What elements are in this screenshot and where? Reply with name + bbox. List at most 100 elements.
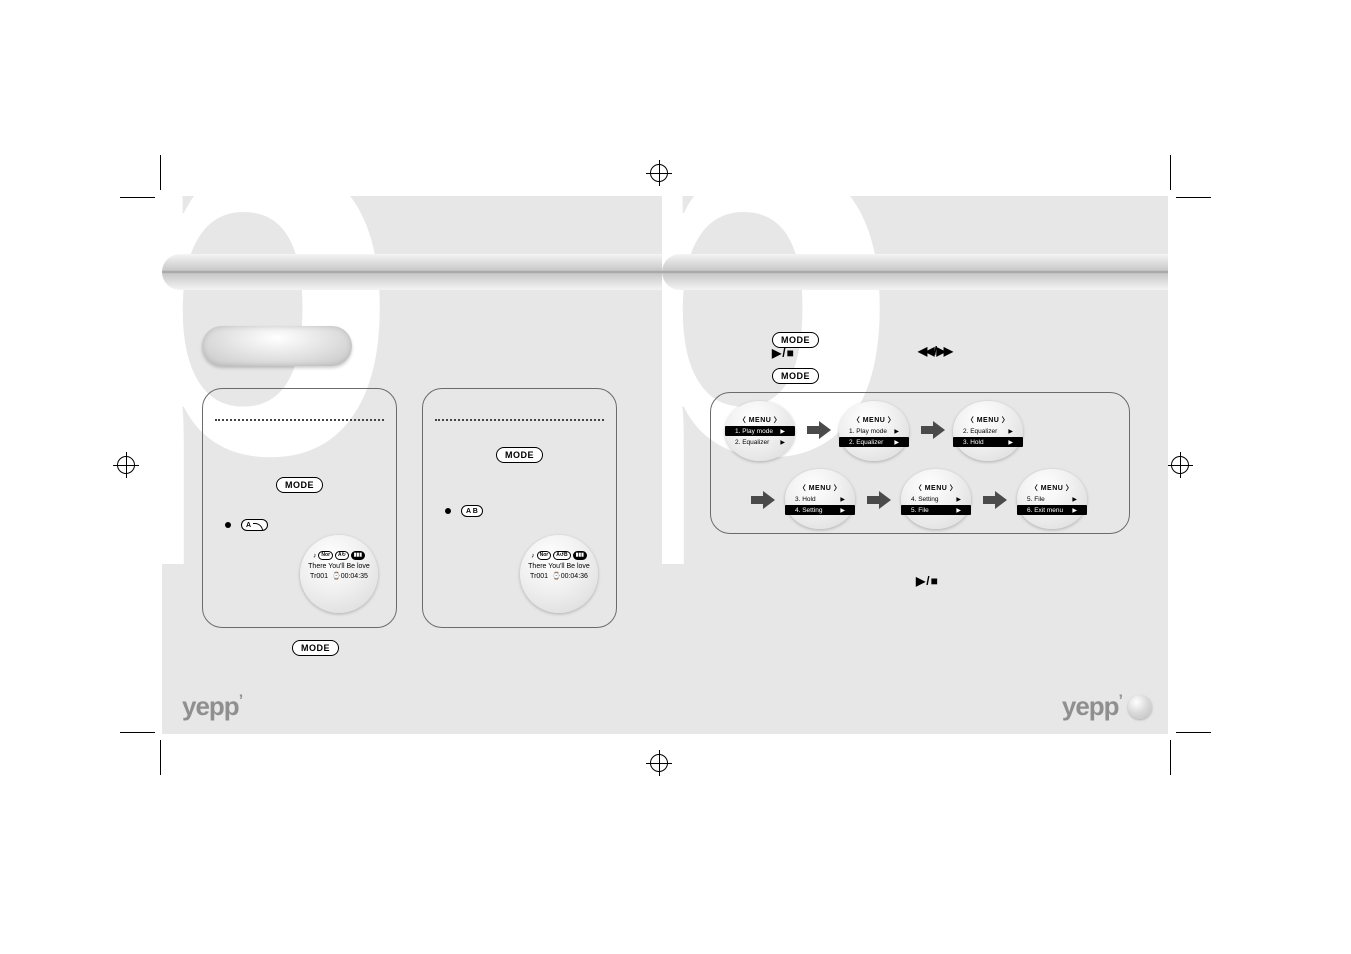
menu-display: 〈 MENU 〉 4. Setting▶ 5. File▶ (901, 469, 971, 529)
menu-sequence-panel: 〈 MENU 〉 1. Play mode▶ 2. Equalizer▶ 〈 M… (710, 392, 1130, 534)
triangle-icon: ▶ (1008, 428, 1013, 435)
arrow-right-icon (807, 421, 831, 439)
play-stop-icon: ▶/■ (772, 346, 795, 360)
menu-display: 〈 MENU 〉 2. Equalizer▶ 3. Hold▶ (953, 401, 1023, 461)
brand-logo: yepp’ (1062, 691, 1152, 722)
menu-row: 1. Play mode▶ (839, 426, 909, 436)
display-track-time: Tr001 ⌚00:04:36 (520, 572, 598, 580)
crop-mark (1170, 155, 1171, 190)
repeat-indicator: A↻ (335, 551, 349, 560)
registration-mark (1167, 452, 1193, 478)
registration-mark (646, 160, 672, 186)
crop-mark (1176, 732, 1211, 733)
menu-row: 1. Play mode▶ (725, 426, 795, 436)
ab-label: A (246, 522, 251, 529)
menu-row: 5. File▶ (1017, 494, 1087, 504)
menu-display: 〈 MENU 〉 1. Play mode▶ 2. Equalizer▶ (725, 401, 795, 461)
triangle-icon: ▶ (956, 507, 961, 514)
header-bar (162, 254, 662, 290)
crop-mark (160, 155, 161, 190)
repeat-indicator: A↺B (553, 551, 570, 560)
crop-mark (160, 740, 161, 775)
menu-header: 〈 MENU 〉 (839, 415, 909, 425)
menu-row: 2. Equalizer▶ (839, 437, 909, 447)
logo-text: yepp (1062, 691, 1119, 721)
logo-apostrophe: ’ (239, 692, 242, 709)
menu-header: 〈 MENU 〉 (1017, 483, 1087, 493)
mode-capsule: MODE (772, 368, 819, 384)
registration-mark (113, 452, 139, 478)
crop-mark (1170, 740, 1171, 775)
triangle-icon: ▶ (1008, 439, 1013, 446)
display-indicators: ♪ Nor A↺B ▮▮▮ (520, 551, 598, 560)
menu-header: 〈 MENU 〉 (901, 483, 971, 493)
panel-2: MODE A B ♪ Nor A↺B ▮▮▮ There You'll Be l… (422, 388, 617, 628)
page-right: p MODE ▶/■ MODE ◀◀ / ▶▶ 〈 MENU 〉 1. Play… (662, 196, 1168, 734)
play-stop-icon: ▶/■ (916, 574, 939, 588)
arrow-right-icon (751, 491, 775, 509)
display-title: There You'll Be love (520, 563, 598, 570)
crop-mark (120, 197, 155, 198)
triangle-icon: ▶ (1072, 507, 1077, 514)
menu-display: 〈 MENU 〉 3. Hold▶ 4. Setting▶ (785, 469, 855, 529)
menu-display: 〈 MENU 〉 5. File▶ 6. Exit menu▶ (1017, 469, 1087, 529)
loop-arrow-icon (253, 523, 263, 531)
logo-apostrophe: ’ (1119, 692, 1122, 709)
device-display: ♪ Nor A↻ ▮▮▮ There You'll Be love Tr001 … (300, 535, 378, 613)
menu-row: 4. Setting▶ (901, 494, 971, 504)
ab-label: A B (466, 508, 478, 515)
clock-icon: ⌚ (332, 573, 341, 580)
menu-display: 〈 MENU 〉 1. Play mode▶ 2. Equalizer▶ (839, 401, 909, 461)
menu-row: 3. Hold▶ (785, 494, 855, 504)
arrow-right-icon (867, 491, 891, 509)
battery-icon: ▮▮▮ (573, 551, 587, 560)
registration-mark (646, 750, 672, 776)
menu-row: 6. Exit menu▶ (1017, 505, 1087, 515)
triangle-icon: ▶ (894, 439, 899, 446)
crop-mark (1176, 197, 1211, 198)
mode-capsule: MODE (496, 447, 543, 463)
menu-row: 3. Hold▶ (953, 437, 1023, 447)
menu-row: 2. Equalizer▶ (725, 437, 795, 447)
arrow-right-icon (921, 421, 945, 439)
menu-header: 〈 MENU 〉 (725, 415, 795, 425)
triangle-icon: ▶ (840, 507, 845, 514)
display-title: There You'll Be love (300, 563, 378, 570)
triangle-icon: ▶ (780, 428, 785, 435)
arrow-right-icon (983, 491, 1007, 509)
ab-row: A (225, 519, 268, 531)
header-bar (662, 254, 1168, 290)
triangle-icon: ▶ (956, 496, 961, 503)
eq-indicator: Nor (318, 551, 333, 560)
mode-capsule: MODE (276, 477, 323, 493)
section-divider (215, 419, 384, 421)
section-divider (435, 419, 604, 421)
eq-indicator: Nor (537, 551, 552, 560)
brand-logo: yepp’ (182, 691, 242, 722)
device-display: ♪ Nor A↺B ▮▮▮ There You'll Be love Tr001… (520, 535, 598, 613)
menu-row: 2. Equalizer▶ (953, 426, 1023, 436)
clock-icon: ⌚ (552, 573, 561, 580)
menu-row: 4. Setting▶ (785, 505, 855, 515)
mode-capsule: MODE (292, 640, 339, 656)
panel-1: MODE A ♪ Nor A↻ ▮▮▮ There You'll Be love… (202, 388, 397, 628)
display-indicators: ♪ Nor A↻ ▮▮▮ (300, 551, 378, 560)
triangle-icon: ▶ (1072, 496, 1077, 503)
ab-row: A B (445, 505, 483, 517)
note-icon: ♪ (531, 552, 535, 559)
note-icon: ♪ (313, 552, 317, 559)
mode-indicator: MODE (423, 445, 616, 463)
bullet-icon (445, 508, 451, 514)
logo-ball-icon (1128, 695, 1152, 719)
menu-header: 〈 MENU 〉 (785, 483, 855, 493)
page-left: p MODE A ♪ Nor A↻ ▮▮▮ There You'll Be lo… (162, 196, 662, 734)
bullet-icon (225, 522, 231, 528)
rewind-fastforward-icon: ◀◀ / ▶▶ (918, 344, 951, 358)
ab-indicator: A (241, 519, 268, 531)
triangle-icon: ▶ (780, 439, 785, 446)
triangle-icon: ▶ (840, 496, 845, 503)
menu-header: 〈 MENU 〉 (953, 415, 1023, 425)
battery-icon: ▮▮▮ (351, 551, 365, 560)
ab-indicator: A B (461, 505, 483, 517)
mode-indicator: MODE (203, 475, 396, 493)
